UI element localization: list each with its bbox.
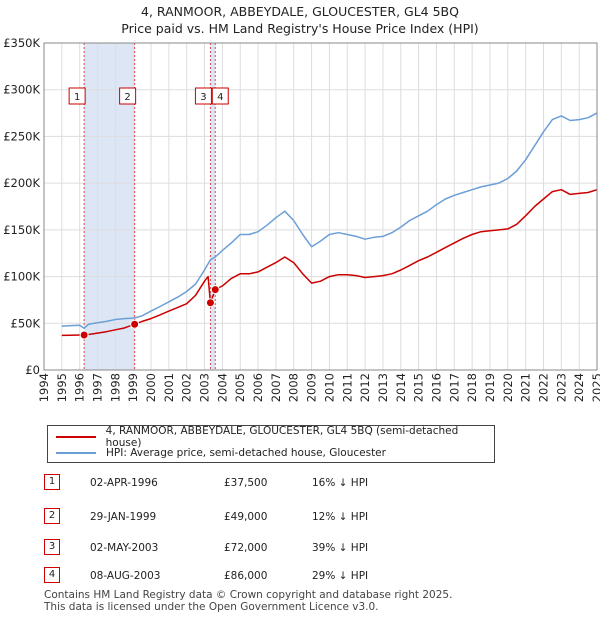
sale-price: £72,000	[224, 542, 268, 554]
x-tick-label: 1998	[108, 373, 122, 402]
sale-row: 1 02-APR-1996 £37,500 16% ↓ HPI	[0, 474, 600, 494]
ownership-shade	[210, 43, 216, 370]
y-tick-label: £350K	[3, 36, 40, 50]
chart-title: 4, RANMOOR, ABBEYDALE, GLOUCESTER, GL4 5…	[141, 4, 459, 19]
sale-price: £37,500	[224, 477, 268, 489]
x-tick-label: 1994	[37, 373, 51, 402]
x-tick-label: 2022	[536, 373, 550, 402]
x-tick-label: 2012	[358, 373, 372, 402]
x-tick-label: 2014	[394, 373, 408, 402]
plot-frame	[43, 42, 598, 371]
x-tick-label: 2006	[251, 373, 265, 402]
sale-label-box: 3	[194, 87, 212, 105]
sale-date: 02-APR-1996	[90, 477, 158, 489]
sale-price: £86,000	[224, 570, 268, 582]
x-tick-label: 2020	[501, 373, 515, 402]
x-tick-label: 2024	[572, 373, 586, 402]
sale-point	[205, 298, 215, 308]
legend: 4, RANMOOR, ABBEYDALE, GLOUCESTER, GL4 5…	[47, 425, 495, 463]
sale-price: £49,000	[224, 511, 268, 523]
sale-badge: 4	[44, 567, 60, 583]
sale-hpi: 16% ↓ HPI	[312, 477, 369, 489]
x-tick-label: 2002	[180, 373, 194, 402]
x-tick-label: 2005	[233, 373, 247, 402]
footer-licence: This data is licensed under the Open Gov…	[44, 601, 379, 613]
y-tick-label: £300K	[3, 83, 40, 97]
footer-copyright: Contains HM Land Registry data © Crown c…	[44, 589, 453, 601]
sale-hpi: 39% ↓ HPI	[312, 542, 369, 554]
x-tick-label: 2004	[215, 373, 229, 402]
sale-badge: 2	[44, 508, 60, 524]
x-tick-label: 2016	[429, 373, 443, 402]
x-tick-label: 2000	[144, 373, 158, 402]
sale-row: 3 02-MAY-2003 £72,000 39% ↓ HPI	[0, 539, 600, 559]
sale-label-text: 2	[124, 92, 130, 103]
x-tick-label: 2003	[198, 373, 212, 402]
x-tick-label: 2013	[376, 373, 390, 402]
sale-row: 2 29-JAN-1999 £49,000 12% ↓ HPI	[0, 508, 600, 528]
sale-date: 29-JAN-1999	[90, 511, 157, 523]
y-tick-label: £0	[25, 363, 40, 377]
sale-row: 4 08-AUG-2003 £86,000 29% ↓ HPI	[0, 567, 600, 587]
y-tick-label: £50K	[11, 316, 41, 330]
x-tick-label: 2021	[519, 373, 533, 402]
y-tick-label: £200K	[3, 176, 40, 190]
sale-label-box: 1	[68, 87, 86, 105]
x-tick-label: 2009	[305, 373, 319, 402]
x-tick-label: 2019	[483, 373, 497, 402]
hpi-line	[61, 112, 598, 330]
x-tick-label: 2001	[162, 373, 176, 402]
sale-label-box: 4	[211, 87, 229, 105]
legend-item-property: 4, RANMOOR, ABBEYDALE, GLOUCESTER, GL4 5…	[56, 425, 494, 449]
sale-hpi: 29% ↓ HPI	[312, 570, 369, 582]
sale-date: 02-MAY-2003	[90, 542, 159, 554]
x-tick-label: 2017	[447, 373, 461, 402]
price-chart: 1 2 3 4 £0 £50K £100K £150K £200K £250K £300K £350K…	[3, 36, 600, 402]
chart-subtitle: Price paid vs. HM Land Registry's House …	[121, 21, 479, 36]
sale-badge: 1	[44, 474, 60, 490]
sale-label-box: 2	[119, 87, 137, 105]
sale-point	[210, 285, 220, 295]
legend-swatch-property	[56, 436, 96, 438]
legend-label-property: 4, RANMOOR, ABBEYDALE, GLOUCESTER, GL4 5…	[105, 425, 459, 449]
y-tick-label: £100K	[3, 270, 40, 284]
sale-label-frame	[194, 87, 212, 105]
sale-label-text: 1	[74, 92, 80, 103]
footer: Contains HM Land Registry data © Crown c…	[44, 589, 452, 613]
x-tick-label: 1999	[126, 373, 140, 402]
y-tick-label: £250K	[3, 129, 40, 143]
x-tick-label: 2025	[590, 373, 600, 402]
sale-date: 08-AUG-2003	[90, 570, 161, 582]
sale-point	[130, 319, 140, 329]
sale-label-frame	[119, 87, 137, 105]
legend-item-hpi: HPI: Average price, semi-detached house,…	[56, 445, 386, 461]
sale-label-frame	[211, 87, 229, 105]
x-tick-label: 2015	[412, 373, 426, 402]
x-tick-label: 2011	[340, 373, 354, 402]
sale-point	[79, 330, 89, 340]
legend-swatch-hpi	[56, 452, 96, 454]
x-tick-label: 1995	[55, 373, 69, 402]
sale-label-frame	[68, 87, 86, 105]
x-tick-label: 2010	[322, 373, 336, 402]
x-tick-label: 2008	[287, 373, 301, 402]
sale-badge: 3	[44, 539, 60, 555]
sale-hpi: 12% ↓ HPI	[312, 511, 369, 523]
sale-label-text: 4	[217, 92, 223, 103]
y-tick-label: £150K	[3, 223, 40, 237]
legend-label-hpi: HPI: Average price, semi-detached house,…	[106, 447, 386, 459]
x-tick-label: 2018	[465, 373, 479, 402]
x-tick-label: 2007	[269, 373, 283, 402]
sale-label-text: 3	[200, 92, 206, 103]
x-tick-label: 2023	[554, 373, 568, 402]
x-tick-label: 1997	[91, 373, 105, 402]
property-line	[61, 188, 598, 337]
x-tick-label: 1996	[73, 373, 87, 402]
